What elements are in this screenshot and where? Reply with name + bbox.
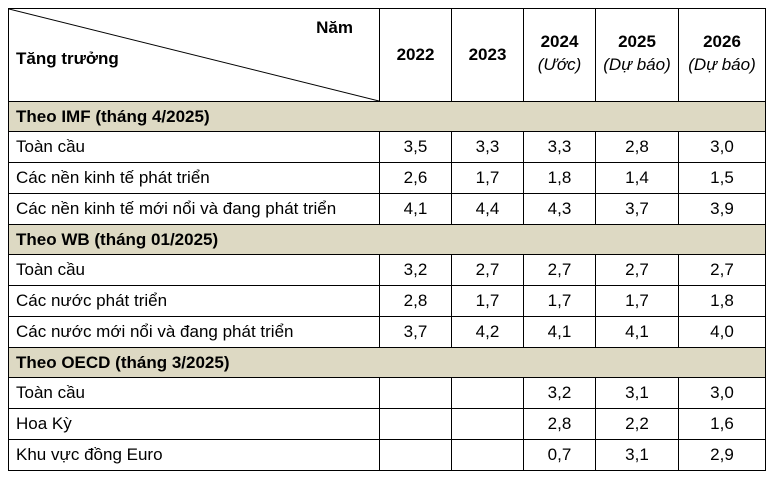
- header-row: Năm Tăng trưởng 2022 2023 2024 (Ước) 202…: [8, 8, 766, 102]
- header-year-2023: 2023: [451, 8, 524, 102]
- header-year-note: (Ước): [537, 55, 582, 74]
- growth-value-cell: 3,9: [678, 193, 766, 225]
- growth-value-cell: 1,7: [595, 285, 679, 317]
- growth-value-cell: 1,8: [523, 162, 596, 194]
- row-label: Các nền kinh tế phát triển: [8, 162, 380, 194]
- header-year-2024: 2024 (Ước): [523, 8, 596, 102]
- growth-value-cell: 2,8: [379, 285, 452, 317]
- growth-value-cell: 0,7: [523, 439, 596, 471]
- growth-value-cell: 1,7: [451, 162, 524, 194]
- table-row: Toàn cầu 3,5 3,3 3,3 2,8 3,0: [8, 131, 766, 163]
- header-year-2025: 2025 (Dự báo): [595, 8, 679, 102]
- growth-value-cell: [451, 408, 524, 440]
- growth-value-cell: 3,1: [595, 439, 679, 471]
- growth-value-cell: 3,5: [379, 131, 452, 163]
- growth-value-cell: [379, 408, 452, 440]
- growth-value-cell: 1,5: [678, 162, 766, 194]
- table-row: Các nước phát triển 2,8 1,7 1,7 1,7 1,8: [8, 285, 766, 317]
- growth-value-cell: 2,9: [678, 439, 766, 471]
- growth-value-cell: 3,1: [595, 377, 679, 409]
- growth-value-cell: [379, 377, 452, 409]
- header-growth-label: Tăng trưởng: [16, 49, 119, 68]
- growth-table: Năm Tăng trưởng 2022 2023 2024 (Ước) 202…: [8, 8, 766, 471]
- header-year-text: 2022: [396, 45, 435, 64]
- growth-value-cell: 3,3: [451, 131, 524, 163]
- header-year-label: Năm: [316, 18, 353, 37]
- growth-value-cell: 3,0: [678, 377, 766, 409]
- header-year-2026: 2026 (Dự báo): [678, 8, 766, 102]
- table-row: Toàn cầu 3,2 3,1 3,0: [8, 377, 766, 409]
- growth-value-cell: 4,4: [451, 193, 524, 225]
- growth-value-cell: 1,4: [595, 162, 679, 194]
- table-row: Các nước mới nổi và đang phát triển 3,7 4,…: [8, 316, 766, 348]
- header-year-2022: 2022: [379, 8, 452, 102]
- growth-value-cell: 2,7: [595, 254, 679, 286]
- row-label: Các nước phát triển: [8, 285, 380, 317]
- section-title: Theo IMF (tháng 4/2025): [8, 101, 766, 132]
- growth-value-cell: 4,1: [595, 316, 679, 348]
- section-header-row: Theo WB (tháng 01/2025): [8, 224, 766, 255]
- header-year-text: 2026: [703, 32, 741, 51]
- growth-value-cell: 2,7: [523, 254, 596, 286]
- diagonal-divider: [9, 9, 379, 101]
- header-year-text: 2025: [618, 32, 656, 51]
- growth-value-cell: 2,2: [595, 408, 679, 440]
- growth-value-cell: 2,6: [379, 162, 452, 194]
- table-row: Các nền kinh tế phát triển 2,6 1,7 1,8 1,4 1,…: [8, 162, 766, 194]
- growth-value-cell: [451, 439, 524, 471]
- growth-value-cell: 3,2: [379, 254, 452, 286]
- growth-value-cell: 4,1: [379, 193, 452, 225]
- header-year-text: 2024: [540, 32, 579, 51]
- growth-value-cell: 4,1: [523, 316, 596, 348]
- row-label: Toàn cầu: [8, 254, 380, 286]
- growth-value-cell: 2,8: [595, 131, 679, 163]
- growth-value-cell: 1,6: [678, 408, 766, 440]
- row-label: Các nền kinh tế mới nổi và đang phát tri…: [8, 193, 380, 225]
- section-header-row: Theo IMF (tháng 4/2025): [8, 101, 766, 132]
- table-row: Hoa Kỳ 2,8 2,2 1,6: [8, 408, 766, 440]
- growth-value-cell: 3,3: [523, 131, 596, 163]
- row-label: Hoa Kỳ: [8, 408, 380, 440]
- growth-value-cell: 3,2: [523, 377, 596, 409]
- section-header-row: Theo OECD (tháng 3/2025): [8, 347, 766, 378]
- growth-value-cell: 3,7: [379, 316, 452, 348]
- row-label: Toàn cầu: [8, 377, 380, 409]
- growth-value-cell: 1,7: [451, 285, 524, 317]
- growth-value-cell: 2,7: [451, 254, 524, 286]
- growth-value-cell: 4,0: [678, 316, 766, 348]
- table-row: Toàn cầu 3,2 2,7 2,7 2,7 2,7: [8, 254, 766, 286]
- growth-value-cell: [379, 439, 452, 471]
- row-label: Toàn cầu: [8, 131, 380, 163]
- growth-value-cell: 4,3: [523, 193, 596, 225]
- header-year-note: (Dự báo): [688, 55, 756, 74]
- header-year-note: (Dự báo): [603, 55, 671, 74]
- section-title: Theo OECD (tháng 3/2025): [8, 347, 766, 378]
- growth-value-cell: 2,8: [523, 408, 596, 440]
- header-corner-cell: Năm Tăng trưởng: [8, 8, 380, 102]
- table-row: Các nền kinh tế mới nổi và đang phát tri…: [8, 193, 766, 225]
- growth-value-cell: 1,7: [523, 285, 596, 317]
- row-label: Khu vực đồng Euro: [8, 439, 380, 471]
- growth-value-cell: 2,7: [678, 254, 766, 286]
- growth-value-cell: [451, 377, 524, 409]
- growth-value-cell: 1,8: [678, 285, 766, 317]
- growth-value-cell: 3,0: [678, 131, 766, 163]
- row-label: Các nước mới nổi và đang phát triển: [8, 316, 380, 348]
- header-year-text: 2023: [468, 45, 507, 64]
- growth-value-cell: 4,2: [451, 316, 524, 348]
- section-title: Theo WB (tháng 01/2025): [8, 224, 766, 255]
- growth-value-cell: 3,7: [595, 193, 679, 225]
- table-row: Khu vực đồng Euro 0,7 3,1 2,9: [8, 439, 766, 471]
